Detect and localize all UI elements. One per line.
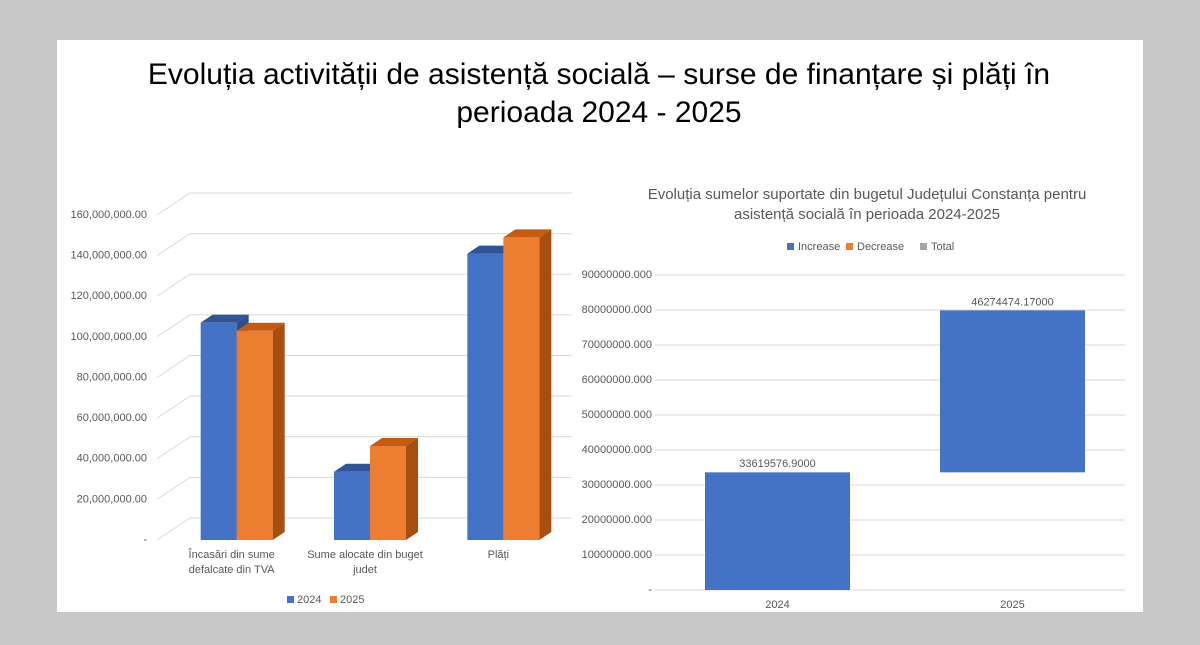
legend-label: Total — [931, 241, 954, 253]
legend-label: 2024 — [297, 594, 321, 606]
bar-side — [272, 322, 285, 540]
y-tick-label: 20,000,000.00 — [77, 493, 147, 505]
bar-top — [467, 245, 516, 254]
y-tick-label: 160,000,000.00 — [71, 209, 147, 221]
grid-line — [156, 395, 572, 419]
y-tick-label: 30000000.000 — [582, 479, 652, 491]
legend-label: Decrease — [857, 241, 904, 253]
y-tick-label: 140,000,000.00 — [71, 250, 147, 262]
y-tick-label: 40000000.000 — [582, 444, 652, 456]
grid-line — [156, 192, 572, 216]
y-tick-label: 80,000,000.00 — [77, 371, 147, 383]
y-tick-label: 100,000,000.00 — [71, 331, 147, 343]
data-label: 46274474.17000 — [971, 296, 1054, 308]
bar — [200, 322, 237, 540]
bar — [940, 310, 1085, 473]
x-tick-label: Încasări din sume defalcate din TVA — [188, 549, 275, 576]
data-label: 33619576.9000 — [739, 458, 815, 470]
grid-line — [156, 436, 572, 460]
y-tick-label: 70000000.000 — [582, 339, 652, 351]
bar-top — [236, 322, 285, 331]
bar-top — [200, 314, 249, 323]
y-tick-label: - — [143, 534, 147, 546]
bar — [467, 253, 504, 540]
y-tick-label: 20000000.000 — [582, 514, 652, 526]
bar-side — [406, 438, 418, 540]
y-tick-label: 120,000,000.00 — [71, 290, 147, 302]
legend-swatch — [787, 243, 794, 250]
x-tick-label: 2025 — [1000, 599, 1024, 611]
legend-swatch — [846, 243, 853, 250]
grid-line — [156, 233, 572, 257]
x-tick-label: Plăți — [487, 549, 510, 561]
x-tick-label: 2024 — [765, 599, 789, 611]
slide-title: Evoluția activității de asistență social… — [147, 58, 1051, 129]
y-tick-label: 60,000,000.00 — [77, 412, 147, 424]
grid-line — [156, 314, 572, 338]
grid-line — [156, 517, 572, 541]
y-tick-label: 90000000.000 — [582, 269, 652, 281]
grid-line — [156, 476, 572, 500]
y-tick-label: 50000000.000 — [582, 409, 652, 421]
legend-label: 2025 — [340, 594, 364, 606]
bar-side — [539, 229, 552, 540]
bar-top — [503, 229, 552, 238]
bar — [705, 472, 850, 590]
legend-label: Increase — [798, 241, 840, 253]
bar-top — [370, 438, 418, 447]
bar — [503, 237, 540, 540]
y-tick-label: 60000000.000 — [582, 374, 652, 386]
legend-swatch — [920, 243, 927, 250]
y-tick-label: - — [648, 584, 652, 596]
y-tick-label: 10000000.000 — [582, 549, 652, 561]
bar — [334, 471, 370, 540]
bar — [236, 330, 273, 540]
chart-title: Evoluția sumelor suportate din bugetul J… — [647, 186, 1087, 223]
grid-line — [156, 355, 572, 378]
x-tick-label: Sume alocate din buget judet — [307, 549, 423, 576]
y-tick-label: 80000000.000 — [582, 304, 652, 316]
bar — [370, 446, 406, 540]
legend-swatch — [287, 596, 294, 603]
y-tick-label: 40,000,000.00 — [77, 453, 147, 465]
grid-line — [156, 273, 572, 297]
legend-swatch — [330, 596, 337, 603]
